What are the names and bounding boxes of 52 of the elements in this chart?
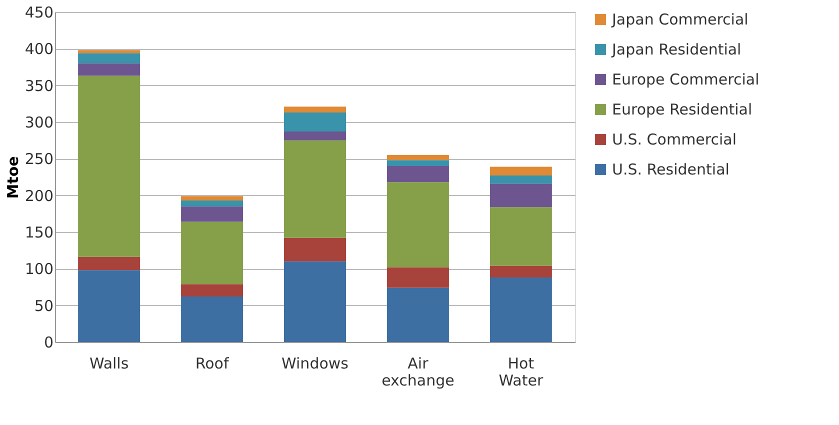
bar (386, 288, 449, 342)
x-tick-label: Windows (282, 354, 349, 372)
y-tick-label: 300 (24, 114, 54, 132)
legend-label: Europe Residential (612, 100, 752, 118)
bar (284, 261, 346, 342)
bar (181, 284, 244, 297)
bar (386, 166, 449, 182)
bar (386, 267, 449, 288)
y-axis-title: Mtoe (4, 156, 22, 199)
bar (490, 266, 552, 278)
bar (490, 207, 552, 266)
y-tick-label: 350 (24, 76, 54, 95)
bar (490, 277, 552, 342)
bar (490, 176, 552, 184)
bar (284, 112, 346, 132)
bar (490, 166, 552, 176)
bar (181, 222, 244, 284)
bar (181, 196, 244, 200)
y-tick-label: 250 (24, 150, 54, 168)
y-tick-label: 450 (24, 4, 54, 22)
bar (386, 155, 449, 160)
legend-label: U.S. Commercial (612, 130, 737, 148)
bar (386, 160, 449, 166)
bar (78, 256, 140, 270)
legend-label: Japan Residential (611, 40, 742, 58)
y-tick-label: 150 (24, 224, 54, 242)
bar (386, 182, 449, 268)
y-tick-label: 0 (44, 334, 54, 352)
legend-label: Europe Commercial (612, 70, 760, 88)
bar (490, 184, 552, 208)
bar (181, 200, 244, 206)
bar (78, 76, 140, 257)
y-tick-label: 50 (34, 296, 54, 315)
bar (78, 53, 140, 64)
x-tick-label: Walls (89, 354, 129, 372)
bar (78, 50, 140, 54)
bar (284, 106, 346, 112)
bar (181, 206, 244, 222)
bar (181, 296, 244, 342)
y-tick-label: 200 (24, 186, 54, 205)
bar (284, 140, 346, 238)
legend-label: U.S. Residential (612, 160, 730, 178)
x-tick-label: Hot Water (498, 354, 544, 390)
y-tick-label: 400 (24, 40, 54, 58)
y-tick-label: 100 (24, 260, 54, 278)
legend-label: Japan Commercial (611, 10, 748, 28)
x-tick-label: Air exchange (382, 354, 454, 390)
bar (284, 132, 346, 140)
x-tick-label: Roof (195, 354, 230, 372)
bar (284, 238, 346, 262)
bar (78, 270, 140, 342)
bar (78, 63, 140, 76)
